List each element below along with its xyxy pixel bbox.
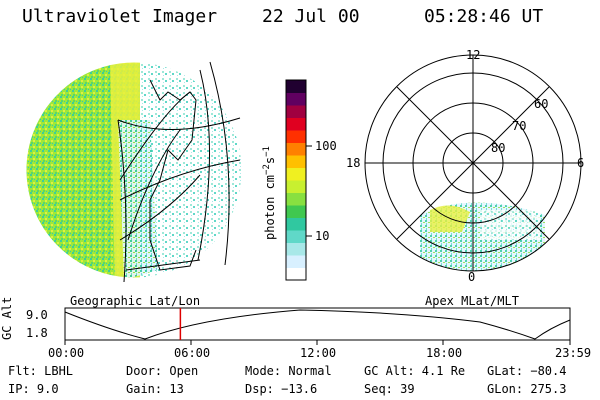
date-label: 22 Jul 00 (262, 6, 360, 27)
colorbar-segment (286, 155, 306, 168)
geographic-caption: Geographic Lat/Lon (70, 294, 201, 308)
colorbar-segment (286, 142, 306, 156)
colorbar-segment (286, 105, 306, 118)
info-door: Door: Open (126, 364, 199, 378)
colorbar-segment (286, 92, 306, 106)
mlat-label-80: 80 (491, 141, 506, 155)
timeline-xtick-0000: 00:00 (48, 346, 85, 360)
colorbar-segment (286, 192, 306, 206)
info-dsp: Dsp: −13.6 (245, 382, 318, 396)
geographic-grid (117, 61, 241, 283)
info-ip: IP: 9.0 (8, 382, 59, 396)
app-title: Ultraviolet Imager (22, 6, 218, 27)
uv-image-polar (420, 202, 545, 271)
colorbar-segment (286, 130, 306, 143)
mlt-label-18: 18 (346, 156, 361, 170)
info-flt: Flt: LBHL (8, 364, 74, 378)
colorbar-segment (286, 242, 306, 256)
colorbar-unit-label: photon cm−2s−1 (262, 146, 277, 240)
timeline-xtick-0600: 06:00 (174, 346, 211, 360)
timeline-xtick-1200: 12:00 (300, 346, 337, 360)
colorbar-frame (285, 79, 307, 281)
info-mode: Mode: Normal (245, 364, 332, 378)
apex-caption: Apex MLat/MLT (425, 294, 519, 308)
timeline-frame (64, 307, 571, 341)
timeline-ylabel: GC Alt (0, 296, 14, 340)
info-seq: Seq: 39 (364, 382, 415, 396)
altitude-timeline (64, 307, 571, 345)
mlat-label-60: 60 (534, 97, 549, 111)
timeline-xtick-1800: 18:00 (426, 346, 463, 360)
polar-grid (364, 54, 582, 272)
info-glon: GLon: 275.3 (487, 382, 567, 396)
info-gcalt: GC Alt: 4.1 Re (364, 364, 466, 378)
info-gain: Gain: 13 (126, 382, 184, 396)
timeline-xtick-2359: 23:59 (555, 346, 592, 360)
colorbar-segment (286, 117, 306, 131)
timeline-ytick-9: 9.0 (26, 308, 48, 322)
colorbar-segment (286, 180, 306, 193)
mlat-label-70: 70 (512, 119, 527, 133)
colorbar-tick-label-100: 100 (315, 139, 337, 153)
colorbar-segment (286, 205, 306, 218)
colorbar-segment (286, 230, 306, 243)
timeline-ytick-1.8: 1.8 (26, 326, 48, 340)
colorbar-segment (286, 80, 306, 93)
colorbar-segment (286, 167, 306, 181)
colorbar-segment (286, 217, 306, 231)
info-glat: GLat: −80.4 (487, 364, 567, 378)
colorbar-segment (286, 255, 306, 268)
colorbar-segment (286, 267, 306, 281)
altitude-curve (64, 309, 571, 340)
mlt-label-12: 12 (466, 48, 481, 62)
mlt-label-6: 6 (577, 156, 585, 170)
time-label: 05:28:46 UT (424, 6, 544, 27)
colorbar-tick-label-10: 10 (315, 229, 330, 243)
uv-image-geographic (26, 62, 242, 278)
colorbar (286, 80, 306, 281)
mlt-label-0: 0 (468, 270, 476, 284)
